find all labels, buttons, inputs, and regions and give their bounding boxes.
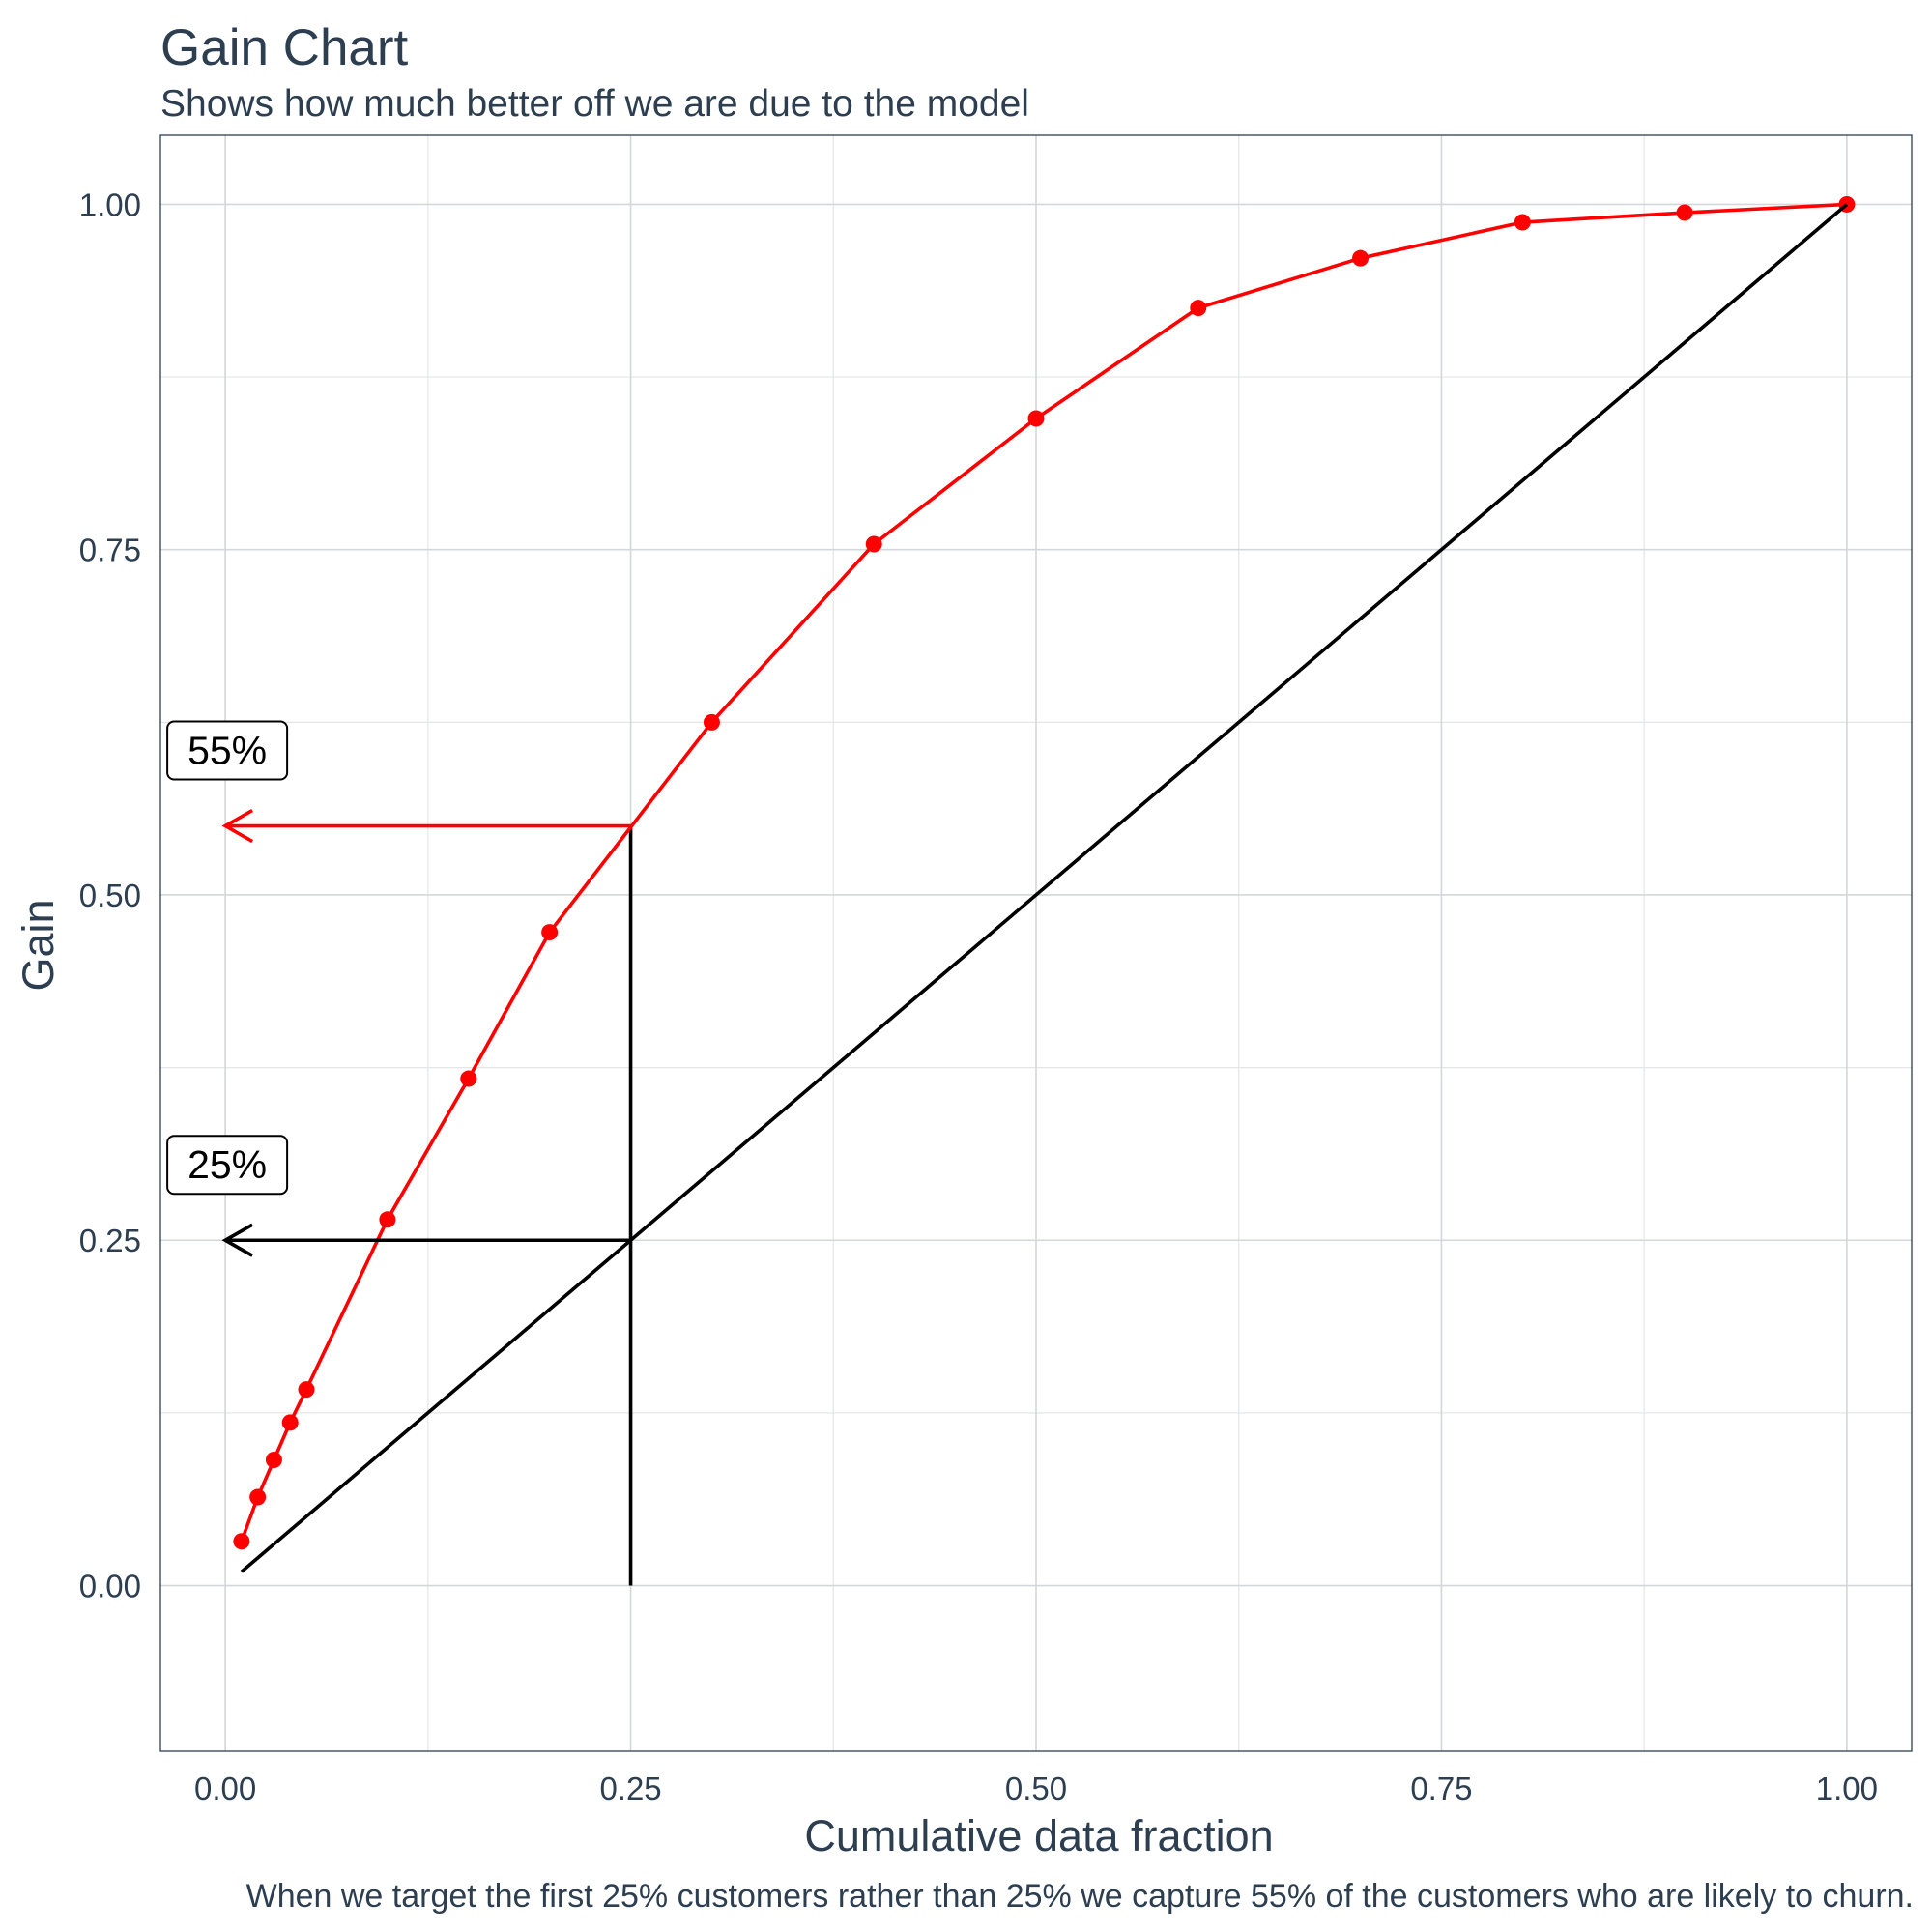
- y-tick-label: 0.00: [79, 1569, 141, 1604]
- gain-point: [865, 535, 882, 553]
- gain-point: [233, 1533, 250, 1550]
- annotation-label-box: [166, 720, 289, 781]
- annotations: 55% 25%: [166, 720, 631, 1257]
- plot-panel-border: [159, 134, 1913, 1752]
- gain-point: [541, 924, 559, 941]
- gain-point: [1027, 410, 1045, 427]
- gain-point: [1514, 214, 1531, 231]
- gain-point: [460, 1070, 477, 1087]
- gain-point: [265, 1451, 282, 1468]
- chart-subtitle: Shows how much better off we are due to …: [160, 83, 1029, 125]
- x-tick-label: 0.75: [1410, 1771, 1472, 1806]
- y-tick-label: 0.75: [79, 533, 141, 568]
- gain-point: [298, 1381, 315, 1399]
- chart-title: Gain Chart: [160, 19, 409, 76]
- x-tick-label: 0.25: [599, 1771, 661, 1806]
- y-tick-label: 0.25: [79, 1223, 141, 1258]
- y-axis-ticks: 0.00 0.25 0.50 0.75 1.00: [79, 187, 141, 1603]
- series: [233, 195, 1856, 1573]
- gridlines: [160, 135, 1912, 1751]
- gain-point: [1676, 204, 1693, 221]
- y-axis-title: Gain: [14, 899, 63, 991]
- annotation-arrowhead: [221, 1223, 254, 1257]
- chart-caption: When we target the first 25% customers r…: [246, 1878, 1914, 1915]
- gain-curve-line: [240, 202, 1847, 1543]
- y-tick-label: 0.50: [79, 878, 141, 913]
- y-tick-label: 1.00: [79, 187, 141, 222]
- annotation-label-box: [166, 1135, 289, 1196]
- annotation-label: 25%: [187, 1142, 267, 1187]
- x-tick-label: 0.00: [194, 1771, 256, 1806]
- annotation-arrowhead: [221, 808, 254, 844]
- gain-point: [703, 713, 720, 731]
- x-tick-label: 1.00: [1816, 1771, 1878, 1806]
- x-tick-label: 0.50: [1005, 1771, 1067, 1806]
- gain-point: [249, 1488, 267, 1506]
- gain-point: [1190, 300, 1207, 317]
- x-axis-ticks: 0.00 0.25 0.50 0.75 1.00: [194, 1771, 1878, 1806]
- baseline-diagonal-line: [240, 203, 1849, 1573]
- gain-point: [379, 1211, 396, 1228]
- x-axis-title: Cumulative data fraction: [804, 1811, 1273, 1860]
- gain-point: [281, 1414, 299, 1431]
- annotation-label: 55%: [187, 729, 267, 773]
- gain-point: [1352, 249, 1370, 267]
